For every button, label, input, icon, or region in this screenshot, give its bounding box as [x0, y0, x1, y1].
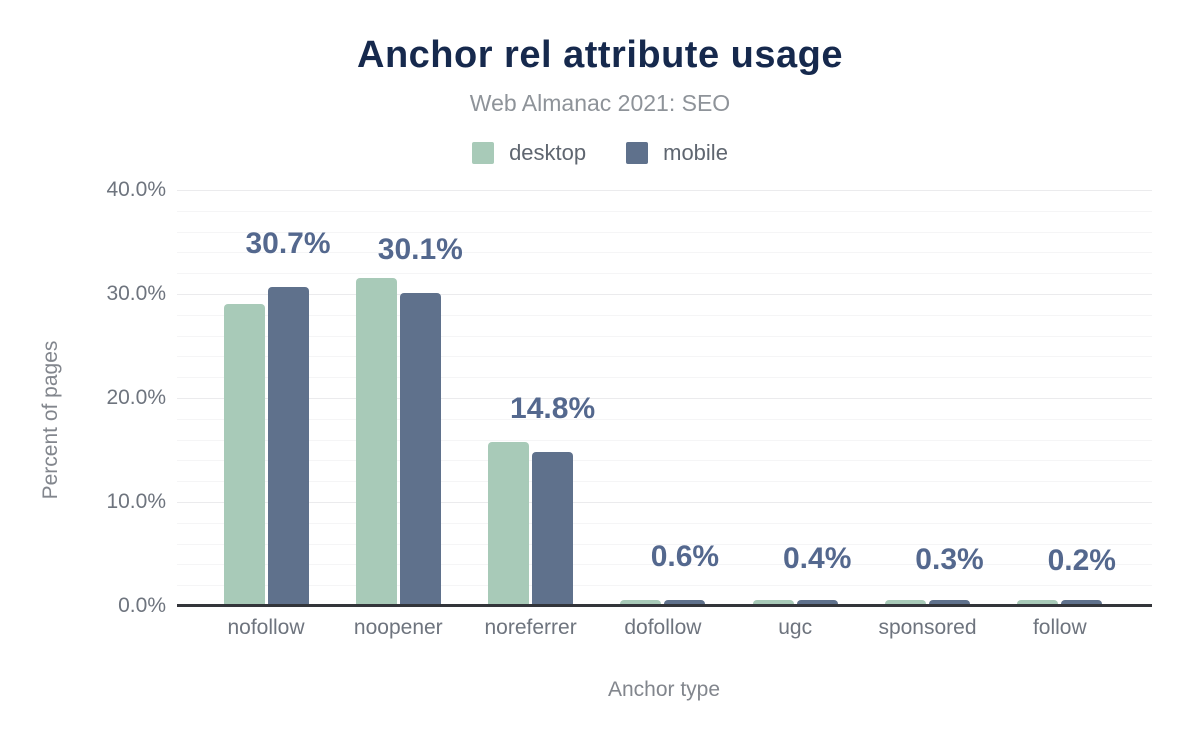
minor-gridline — [177, 543, 1152, 545]
minor-gridline — [177, 377, 1152, 379]
value-label-nofollow: 30.7% — [245, 226, 331, 260]
value-label-follow: 0.2% — [1047, 543, 1116, 577]
y-tick-label: 40.0% — [106, 178, 166, 201]
legend-label: desktop — [509, 140, 587, 165]
x-tick-label-noreferrer: noreferrer — [484, 616, 577, 639]
mobile-bar-ugc — [796, 600, 838, 606]
x-axis-line — [177, 604, 1152, 607]
minor-gridline — [177, 335, 1152, 337]
major-gridline — [177, 294, 1152, 295]
minor-gridline — [177, 210, 1152, 212]
x-tick-label-dofollow: dofollow — [624, 616, 702, 639]
minor-gridline — [177, 585, 1152, 587]
y-tick-label: 0.0% — [118, 594, 166, 617]
x-tick-label-ugc: ugc — [778, 616, 813, 639]
minor-gridline — [177, 418, 1152, 420]
minor-gridline — [177, 356, 1152, 358]
mobile-bar-sponsored — [929, 600, 970, 606]
x-tick-label-noopener: noopener — [353, 616, 443, 639]
value-label-ugc: 0.4% — [782, 541, 852, 575]
minor-gridline — [177, 460, 1152, 462]
x-tick-label-follow: follow — [1032, 616, 1087, 639]
minor-gridline — [177, 252, 1152, 254]
major-gridline — [177, 502, 1152, 503]
mobile-bar-follow — [1061, 600, 1103, 606]
minor-gridline — [177, 439, 1152, 441]
legend: desktop mobile — [0, 140, 1200, 166]
y-tick-label: 30.0% — [106, 282, 166, 305]
mobile-bar-dofollow — [664, 599, 706, 606]
major-gridline — [177, 190, 1152, 191]
minor-gridline — [177, 522, 1152, 524]
mobile-bar-nofollow — [267, 286, 309, 606]
desktop-bar-ugc — [752, 600, 794, 606]
mobile-bar-noreferrer — [532, 452, 574, 606]
minor-gridline — [177, 314, 1152, 316]
plot-area: 30.7% 30.1% 14.8% 0.6% 0.4% 0.3% 0.2% — [177, 190, 1152, 607]
chart-title: Anchor rel attribute usage — [357, 34, 843, 76]
legend-item-mobile: mobile — [626, 140, 728, 166]
desktop-bar-nofollow — [223, 304, 265, 606]
minor-gridline — [177, 273, 1152, 275]
chart-subtitle: Web Almanac 2021: SEO — [469, 90, 731, 116]
y-tick-label: 10.0% — [106, 490, 166, 513]
legend-item-desktop: desktop — [472, 140, 586, 166]
desktop-bar-noopener — [355, 278, 397, 606]
desktop-bar-noreferrer — [488, 441, 530, 606]
minor-gridline — [177, 231, 1152, 233]
x-axis-title: Anchor type — [607, 678, 721, 701]
legend-label: mobile — [663, 140, 728, 165]
x-tick-label-nofollow: nofollow — [227, 616, 305, 639]
legend-swatch-icon — [472, 142, 495, 164]
minor-gridline — [177, 564, 1152, 566]
major-gridline — [177, 398, 1152, 399]
value-label-noopener: 30.1% — [377, 232, 463, 266]
minor-gridline — [177, 481, 1152, 483]
value-label-sponsored: 0.3% — [915, 542, 984, 576]
desktop-bar-follow — [1017, 600, 1059, 606]
value-label-dofollow: 0.6% — [650, 539, 720, 573]
desktop-bar-sponsored — [885, 600, 926, 606]
mobile-bar-noopener — [399, 292, 441, 606]
desktop-bar-dofollow — [620, 600, 662, 606]
y-tick-label: 20.0% — [106, 386, 166, 409]
x-tick-label-sponsored: sponsored — [878, 616, 977, 639]
y-axis-title: Percent of pages — [39, 340, 62, 500]
legend-swatch-icon — [626, 142, 649, 164]
value-label-noreferrer: 14.8% — [510, 392, 596, 426]
